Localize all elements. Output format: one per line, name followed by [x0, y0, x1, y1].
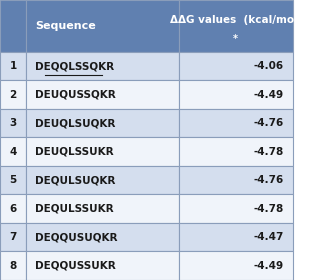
Bar	[26, 194, 179, 223]
Text: *: *	[233, 34, 238, 44]
Bar	[179, 80, 293, 109]
Bar	[26, 52, 179, 80]
Text: Sequence: Sequence	[35, 21, 96, 31]
Bar	[179, 251, 293, 280]
Bar	[0, 194, 26, 223]
Text: -4.47: -4.47	[254, 232, 284, 242]
Bar	[26, 137, 179, 166]
Text: DEUQUSSQKR: DEUQUSSQKR	[35, 90, 116, 100]
Text: 2: 2	[10, 90, 17, 100]
Text: 6: 6	[10, 204, 17, 214]
Bar	[26, 0, 179, 52]
Bar	[0, 223, 26, 251]
Bar	[0, 80, 26, 109]
Bar	[0, 251, 26, 280]
Bar	[26, 109, 179, 137]
Bar	[179, 223, 293, 251]
Text: -4.78: -4.78	[254, 147, 284, 157]
Bar	[26, 80, 179, 109]
Text: 1: 1	[10, 61, 17, 71]
Text: DEQQLSSQKR: DEQQLSSQKR	[35, 61, 114, 71]
Text: ΔΔG values  (kcal/mol): ΔΔG values (kcal/mol)	[169, 15, 302, 25]
Text: -4.76: -4.76	[254, 175, 284, 185]
Text: -4.06: -4.06	[254, 61, 284, 71]
Text: 3: 3	[10, 118, 17, 128]
Text: -4.49: -4.49	[254, 261, 284, 271]
Bar	[179, 137, 293, 166]
Bar	[26, 223, 179, 251]
Bar	[26, 166, 179, 194]
Text: DEQULSUQKR: DEQULSUQKR	[35, 175, 115, 185]
Bar	[179, 109, 293, 137]
Bar	[0, 137, 26, 166]
Bar	[179, 166, 293, 194]
Bar	[179, 52, 293, 80]
Text: -4.78: -4.78	[254, 204, 284, 214]
Text: 4: 4	[9, 147, 17, 157]
Bar	[26, 251, 179, 280]
Text: DEQQUSUQKR: DEQQUSUQKR	[35, 232, 118, 242]
Bar	[0, 109, 26, 137]
Text: -4.76: -4.76	[254, 118, 284, 128]
Text: DEQQUSSUKR: DEQQUSSUKR	[35, 261, 116, 271]
Text: -4.49: -4.49	[254, 90, 284, 100]
Bar	[0, 52, 26, 80]
Text: DEUQLSSUKR: DEUQLSSUKR	[35, 147, 114, 157]
Bar	[0, 0, 26, 52]
Bar	[179, 0, 293, 52]
Bar	[179, 194, 293, 223]
Text: DEQULSSUKR: DEQULSSUKR	[35, 204, 114, 214]
Text: DEUQLSUQKR: DEUQLSUQKR	[35, 118, 115, 128]
Text: 5: 5	[10, 175, 17, 185]
Text: 8: 8	[10, 261, 17, 271]
Bar	[0, 166, 26, 194]
Text: 7: 7	[9, 232, 17, 242]
